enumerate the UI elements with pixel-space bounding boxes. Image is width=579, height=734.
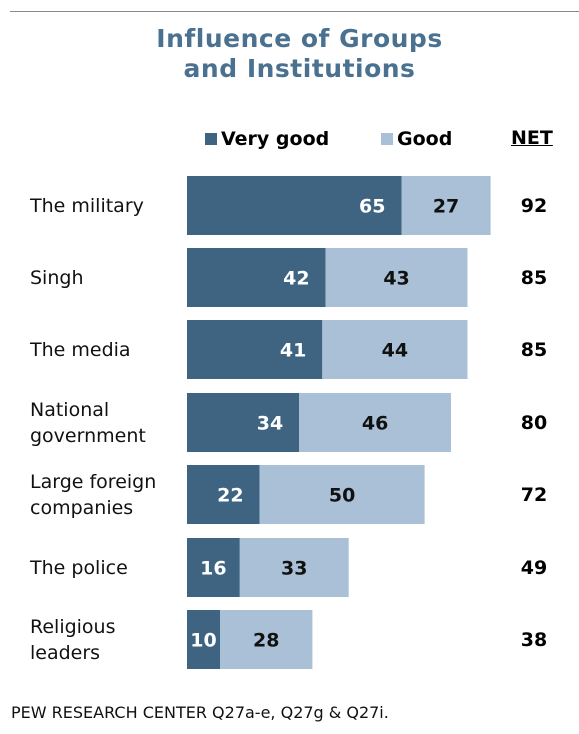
bar-good-the-police — [239, 538, 349, 597]
bar-very-good-large-foreign-companies — [187, 465, 260, 524]
data-label-very-good-large-foreign-companies: 22 — [217, 485, 243, 507]
legend-label-very-good: Very good — [221, 128, 330, 150]
data-label-good-the-police: 33 — [281, 558, 307, 580]
data-label-good-the-media: 44 — [382, 340, 408, 362]
bar-good-large-foreign-companies — [259, 465, 425, 524]
row-label-line: companies — [30, 496, 134, 519]
net-value-singh: 85 — [520, 266, 548, 289]
net-header: NET — [511, 127, 553, 149]
data-label-good-religious-leaders: 28 — [253, 630, 279, 652]
chart-title-line-1: Influence of Groups — [156, 24, 443, 53]
row-label-line: The military — [30, 194, 144, 217]
data-label-very-good-religious-leaders: 10 — [190, 630, 216, 652]
data-label-good-singh: 43 — [383, 268, 409, 290]
top-rule — [10, 11, 579, 12]
net-value-the-military: 92 — [520, 194, 548, 217]
row-label-the-military: The military — [30, 193, 144, 219]
row-label-the-police: The police — [30, 555, 128, 581]
legend-swatch-very-good — [205, 133, 217, 145]
net-value-the-police: 49 — [520, 556, 548, 579]
legend-item-good: Good — [381, 128, 452, 150]
row-label-line: government — [30, 424, 146, 447]
data-label-very-good-the-police: 16 — [200, 558, 226, 580]
chart-title-line-2: and Institutions — [183, 54, 416, 83]
row-label-religious-leaders: Religious leaders — [30, 614, 116, 666]
row-label-line: leaders — [30, 641, 101, 664]
data-label-very-good-the-military: 65 — [359, 196, 385, 218]
row-label-national-government: National government — [30, 397, 146, 449]
bar-good-religious-leaders — [220, 610, 313, 669]
row-label-line: The police — [30, 556, 128, 579]
legend-label-good: Good — [397, 128, 453, 150]
net-value-religious-leaders: 38 — [520, 628, 548, 651]
bar-very-good-the-military — [187, 176, 402, 235]
row-label-singh: Singh — [30, 265, 83, 291]
bar-good-singh — [325, 248, 468, 307]
bar-good-the-military — [401, 176, 491, 235]
data-label-good-national-government: 46 — [362, 413, 388, 435]
bar-good-the-media — [322, 320, 468, 379]
data-label-very-good-national-government: 34 — [257, 413, 283, 435]
row-label-large-foreign-companies: Large foreign companies — [30, 469, 156, 521]
legend-item-very-good: Very good — [205, 128, 329, 150]
row-label-line: National — [30, 398, 110, 421]
data-label-good-the-military: 27 — [433, 196, 459, 218]
bar-very-good-religious-leaders — [187, 610, 220, 669]
bar-very-good-national-government — [187, 393, 300, 452]
row-label-line: Large foreign — [30, 470, 157, 493]
data-label-very-good-singh: 42 — [283, 268, 309, 290]
row-label-line: Singh — [30, 266, 84, 289]
row-label-line: Religious — [30, 615, 116, 638]
row-label-the-media: The media — [30, 337, 131, 363]
net-value-national-government: 80 — [520, 411, 548, 434]
data-label-good-large-foreign-companies: 50 — [329, 485, 355, 507]
bar-very-good-singh — [187, 248, 326, 307]
net-value-large-foreign-companies: 72 — [520, 483, 548, 506]
row-label-line: The media — [30, 338, 131, 361]
bar-good-national-government — [299, 393, 451, 452]
legend-swatch-good — [381, 133, 393, 145]
bar-very-good-the-police — [187, 538, 240, 597]
source-footer: PEW RESEARCH CENTER Q27a-e, Q27g & Q27i. — [11, 703, 389, 722]
data-label-very-good-the-media: 41 — [280, 340, 306, 362]
chart-title: Influence of Groups and Institutions — [0, 24, 579, 84]
net-value-the-media: 85 — [520, 338, 548, 361]
bar-very-good-the-media — [187, 320, 323, 379]
